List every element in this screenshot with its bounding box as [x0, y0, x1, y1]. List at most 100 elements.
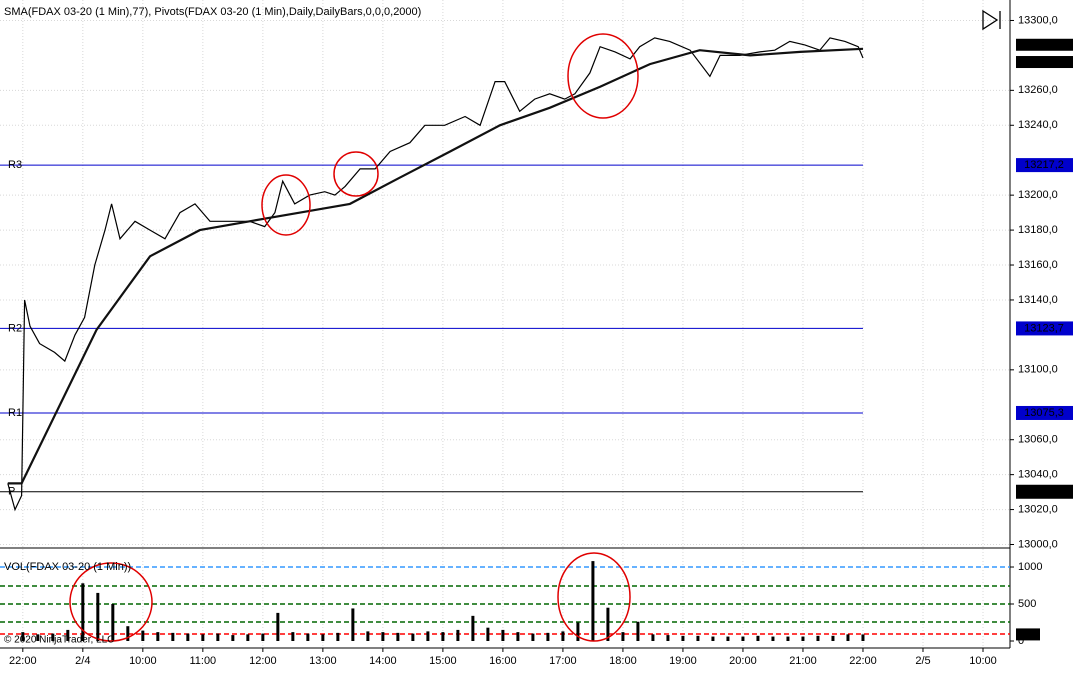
volume-bar — [246, 634, 250, 641]
x-tick-label: 22:00 — [9, 655, 37, 667]
volume-bar — [636, 621, 640, 641]
volume-bar — [516, 632, 520, 641]
icon — [982, 9, 999, 31]
volume-bar — [561, 631, 565, 641]
volume-bar — [846, 634, 850, 641]
volume-bar — [456, 629, 460, 641]
price-flag-label: 13075,3 — [1024, 407, 1064, 419]
volume-bar — [381, 632, 385, 641]
volume-bar — [366, 631, 370, 641]
price-flag — [1016, 484, 1073, 499]
x-tick-label: 16:00 — [489, 655, 517, 667]
x-tick-label: 12:00 — [249, 655, 277, 667]
volume-bar — [696, 635, 700, 641]
volume-bar — [831, 635, 835, 641]
y-tick-label: 13000,0 — [1018, 538, 1058, 550]
y-tick-label: 13260,0 — [1018, 84, 1058, 96]
x-tick-label: 20:00 — [729, 655, 757, 667]
copyright: © 2020 NinjaTrader, LLC — [4, 635, 114, 646]
volume-bar — [441, 632, 445, 641]
x-tick-label: 19:00 — [669, 655, 697, 667]
layer-marks — [0, 37, 1010, 641]
y-tick-label: 13240,0 — [1018, 119, 1058, 131]
y-tick-label: 13020,0 — [1018, 503, 1058, 515]
x-tick-label: 18:00 — [609, 655, 637, 667]
x-tick-label: 21:00 — [789, 655, 817, 667]
volume-bar — [396, 632, 400, 641]
price-flag — [1016, 405, 1073, 420]
volume-bar — [81, 583, 85, 641]
volume-bar — [336, 632, 340, 641]
y-tick-label: 13200,0 — [1018, 189, 1058, 201]
volume-bar — [471, 615, 475, 641]
y-tick-label: 1000 — [1018, 561, 1042, 573]
scroll-end-button[interactable] — [982, 9, 1001, 31]
volume-bar — [51, 633, 55, 641]
volume-bar — [306, 633, 310, 641]
price-flag — [1016, 38, 1073, 51]
x-tick-label: 13:00 — [309, 655, 337, 667]
y-tick-label: 13300,0 — [1018, 14, 1058, 26]
volume-bar — [621, 632, 625, 641]
price-flag — [1016, 321, 1073, 336]
volume-bar — [606, 607, 610, 641]
x-tick-label: 2/4 — [75, 655, 90, 667]
price-flag-label: 13030,2 — [1024, 486, 1064, 498]
volume-bar — [261, 633, 265, 641]
volume-bar — [171, 632, 175, 641]
y-tick-label: 13040,0 — [1018, 469, 1058, 481]
volume-bar — [591, 561, 595, 641]
volume-bar — [66, 629, 70, 641]
price-flag-label: 13283,8 — [1024, 39, 1064, 51]
y-tick-label: 0 — [1018, 635, 1024, 647]
annotation-circle — [333, 151, 379, 197]
volume-bar — [501, 629, 505, 641]
x-tick-label: 22:00 — [849, 655, 877, 667]
volume-bar — [771, 636, 775, 641]
volume-bar — [201, 634, 205, 641]
volume-bar — [231, 635, 235, 641]
chart-title: SMA(FDAX 03-20 (1 Min),77), Pivots(FDAX … — [4, 6, 421, 18]
volume-bar — [411, 633, 415, 641]
volume-bar — [666, 635, 670, 641]
price-flag-label: 13278,5 — [1024, 56, 1064, 68]
volume-bar — [531, 633, 535, 641]
y-tick-label: 500 — [1018, 598, 1036, 610]
volume-bar — [156, 632, 160, 641]
annotations — [69, 33, 639, 642]
volume-bar — [111, 604, 115, 641]
x-tick-label: 10:00 — [129, 655, 157, 667]
volume-bar — [786, 636, 790, 641]
x-tick-label: 2/5 — [915, 655, 930, 667]
volume-bar — [816, 635, 820, 641]
annotation-circle — [557, 552, 631, 642]
volume-bar — [96, 592, 100, 641]
price-line — [7, 37, 864, 512]
volume-bar — [351, 608, 355, 641]
y-tick-label: 13060,0 — [1018, 434, 1058, 446]
volume-bar — [576, 622, 580, 641]
volume-bar — [276, 612, 280, 641]
annotation-circle — [261, 174, 311, 236]
annotation-circle — [69, 562, 153, 642]
pivot-label: R1 — [8, 407, 22, 419]
x-tick-label: 10:00 — [969, 655, 997, 667]
volume-bar — [681, 635, 685, 641]
volume-bar — [426, 631, 430, 641]
panel-title: VOL(FDAX 03-20 (1 Min)) — [4, 561, 131, 573]
x-tick-label: 14:00 — [369, 655, 397, 667]
volume-bar — [711, 636, 715, 641]
annotation-circle — [567, 33, 639, 119]
price-flag — [1016, 56, 1073, 69]
volume-bar — [141, 630, 145, 641]
price-line — [7, 47, 864, 485]
y-tick-label: 13140,0 — [1018, 294, 1058, 306]
volume-bar — [861, 634, 865, 641]
x-tick-label: 17:00 — [549, 655, 577, 667]
pivot-label: P — [8, 486, 15, 498]
volume-flag — [1016, 628, 1040, 641]
volume-bar — [186, 633, 190, 641]
volume-bar — [21, 632, 25, 641]
